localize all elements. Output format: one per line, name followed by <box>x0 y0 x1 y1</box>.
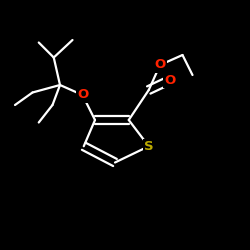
Text: S: S <box>144 140 154 153</box>
Text: O: O <box>77 88 88 102</box>
Text: O: O <box>154 58 166 71</box>
Text: O: O <box>164 74 175 86</box>
